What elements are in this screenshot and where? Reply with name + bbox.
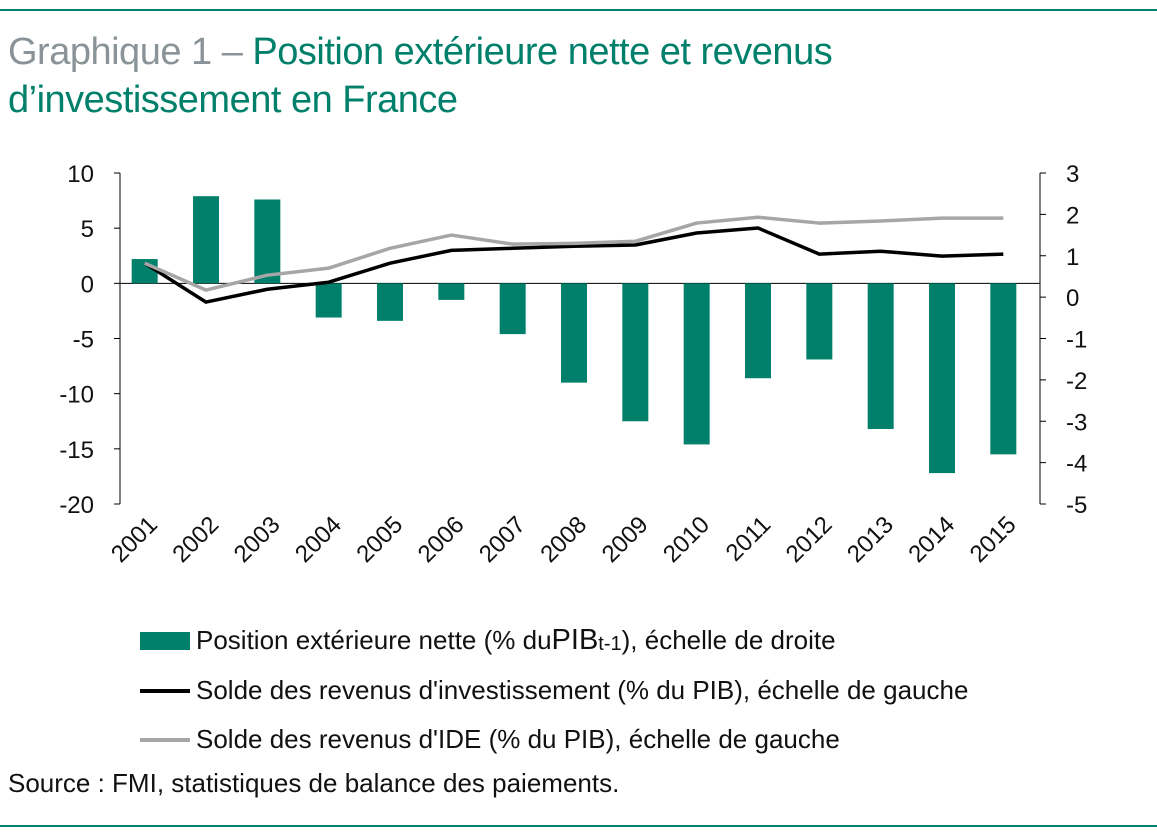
- right-tick-label: -3: [1066, 409, 1087, 436]
- top-rule: [0, 9, 1157, 11]
- x-tick-label: 2014: [903, 511, 960, 568]
- bar-2001: [131, 259, 158, 284]
- x-tick-label: 2002: [167, 511, 224, 568]
- legend-item-investment: Solde des revenus d'investissement (% du…: [140, 675, 968, 706]
- bar-2002: [193, 196, 219, 284]
- left-tick-label: -15: [59, 437, 94, 464]
- title-prefix: Graphique 1 –: [8, 31, 253, 73]
- legend-item-bar: Position extérieure nette (% du PIB t-1),…: [140, 624, 836, 657]
- bar-2014: [929, 283, 955, 474]
- left-tick-label: -20: [59, 492, 94, 519]
- x-tick-label: 2001: [106, 511, 163, 568]
- x-tick-label: 2011: [721, 511, 777, 567]
- right-tick-label: -4: [1066, 451, 1087, 478]
- bar-2011: [745, 283, 771, 379]
- left-tick-label: 10: [67, 161, 94, 188]
- x-tick-label: 2010: [658, 511, 715, 568]
- bar-2007: [499, 283, 526, 335]
- legend-swatch-gray-line: [140, 737, 190, 742]
- legend-label-end: ), échelle de droite: [621, 625, 836, 655]
- title-line2: d’investissement en France: [8, 79, 458, 121]
- x-tick-label: 2015: [965, 511, 1022, 568]
- investment-income-line: [143, 226, 1004, 304]
- bar-2008: [561, 283, 587, 383]
- legend-label-pib: PIB: [551, 624, 599, 656]
- x-tick-label: 2003: [229, 511, 286, 568]
- right-tick-label: 0: [1066, 285, 1079, 312]
- right-tick-label: 1: [1066, 244, 1079, 271]
- x-tick-label: 2009: [597, 511, 654, 568]
- bar-2003: [254, 199, 281, 284]
- legend-label-sub: t-1: [598, 633, 622, 655]
- x-tick-label: 2012: [781, 511, 838, 568]
- legend-item-ide: Solde des revenus d'IDE (% du PIB), éche…: [140, 724, 840, 755]
- right-tick-label: 2: [1066, 202, 1079, 229]
- left-tick-label: 0: [81, 271, 94, 298]
- bar-2005: [377, 283, 403, 321]
- legend-label: Solde des revenus d'investissement (% du…: [196, 675, 969, 705]
- left-tick-label: -5: [73, 327, 94, 354]
- left-tick-label: -10: [59, 382, 94, 409]
- x-tick-label: 2008: [535, 511, 592, 568]
- bar-2015: [990, 283, 1017, 455]
- bar-2006: [438, 283, 465, 300]
- bar-2010: [683, 283, 710, 445]
- x-tick-label: 2006: [413, 511, 470, 568]
- right-tick-label: -1: [1066, 327, 1087, 354]
- bar-2009: [622, 283, 649, 422]
- left-tick-label: 5: [81, 216, 94, 243]
- legend-label: Position extérieure nette (% du: [196, 625, 552, 655]
- bar-2013: [867, 283, 894, 429]
- source-note: Source : FMI, statistiques de balance de…: [8, 768, 620, 798]
- legend-swatch-bar: [140, 631, 190, 650]
- right-tick-label: 3: [1066, 161, 1079, 188]
- x-tick-label: 2004: [290, 511, 347, 568]
- fdi-income-line: [143, 215, 1004, 292]
- right-tick-label: -2: [1066, 368, 1087, 395]
- x-tick-label: 2013: [842, 511, 899, 568]
- bar-2012: [806, 283, 833, 360]
- right-tick-label: -5: [1066, 492, 1087, 519]
- bottom-rule: [0, 825, 1157, 827]
- x-tick-label: 2005: [351, 511, 408, 568]
- chart-title: Graphique 1 – Position extérieure nette …: [8, 28, 833, 124]
- legend-swatch-black-line: [140, 688, 190, 693]
- legend-label: Solde des revenus d'IDE (% du PIB), éche…: [196, 724, 840, 754]
- title-line1: Position extérieure nette et revenus: [252, 31, 833, 73]
- x-tick-label: 2007: [474, 511, 531, 568]
- bar-2004: [315, 283, 342, 318]
